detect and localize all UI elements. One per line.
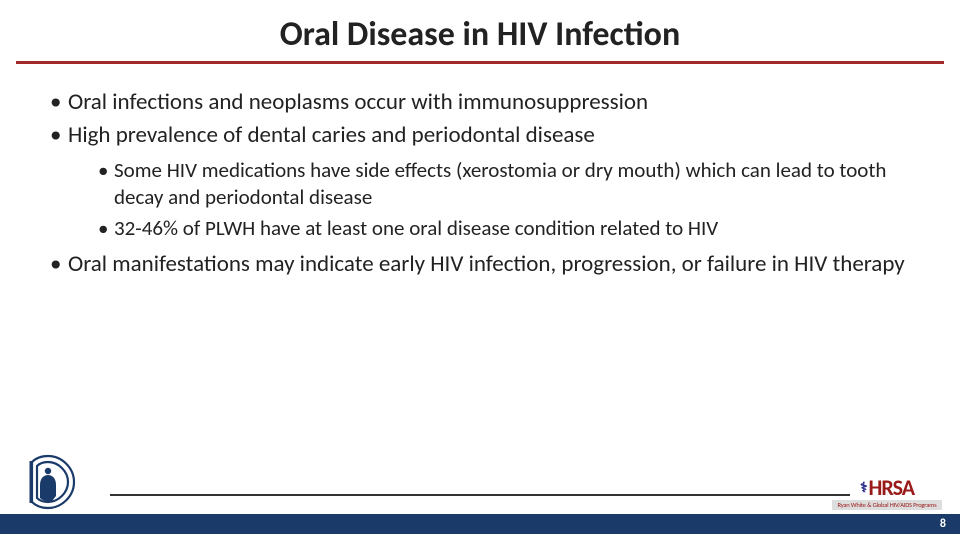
content-area: Oral infections and neoplasms occur with… — [0, 64, 960, 279]
hrsa-logo: ⚕ HRSA Ryan White & Global HIV/AIDS Prog… — [832, 477, 942, 510]
hrsa-logo-text: ⚕ HRSA — [832, 477, 942, 499]
slide-title: Oral Disease in HIV Infection — [0, 0, 960, 61]
page-number: 8 — [940, 517, 946, 531]
hrsa-label: HRSA — [869, 477, 915, 499]
bullet-item: High prevalence of dental caries and per… — [50, 121, 910, 241]
footer-blue-strip — [0, 514, 960, 534]
sub-bullet-item: Some HIV medications have side effects (… — [98, 157, 910, 211]
hhs-logo-icon — [18, 452, 78, 512]
bullet-item: Oral infections and neoplasms occur with… — [50, 88, 910, 117]
bullet-item: Oral manifestations may indicate early H… — [50, 250, 910, 279]
hrsa-subline: Ryan White & Global HIV/AIDS Programs — [832, 500, 942, 510]
caduceus-icon: ⚕ — [860, 481, 867, 495]
footer-divider — [110, 494, 850, 496]
sub-bullet-item: 32-46% of PLWH have at least one oral di… — [98, 215, 910, 242]
bullet-list: Oral infections and neoplasms occur with… — [50, 88, 910, 279]
bullet-text: High prevalence of dental caries and per… — [68, 121, 595, 149]
sub-bullet-list: Some HIV medications have side effects (… — [68, 157, 910, 242]
